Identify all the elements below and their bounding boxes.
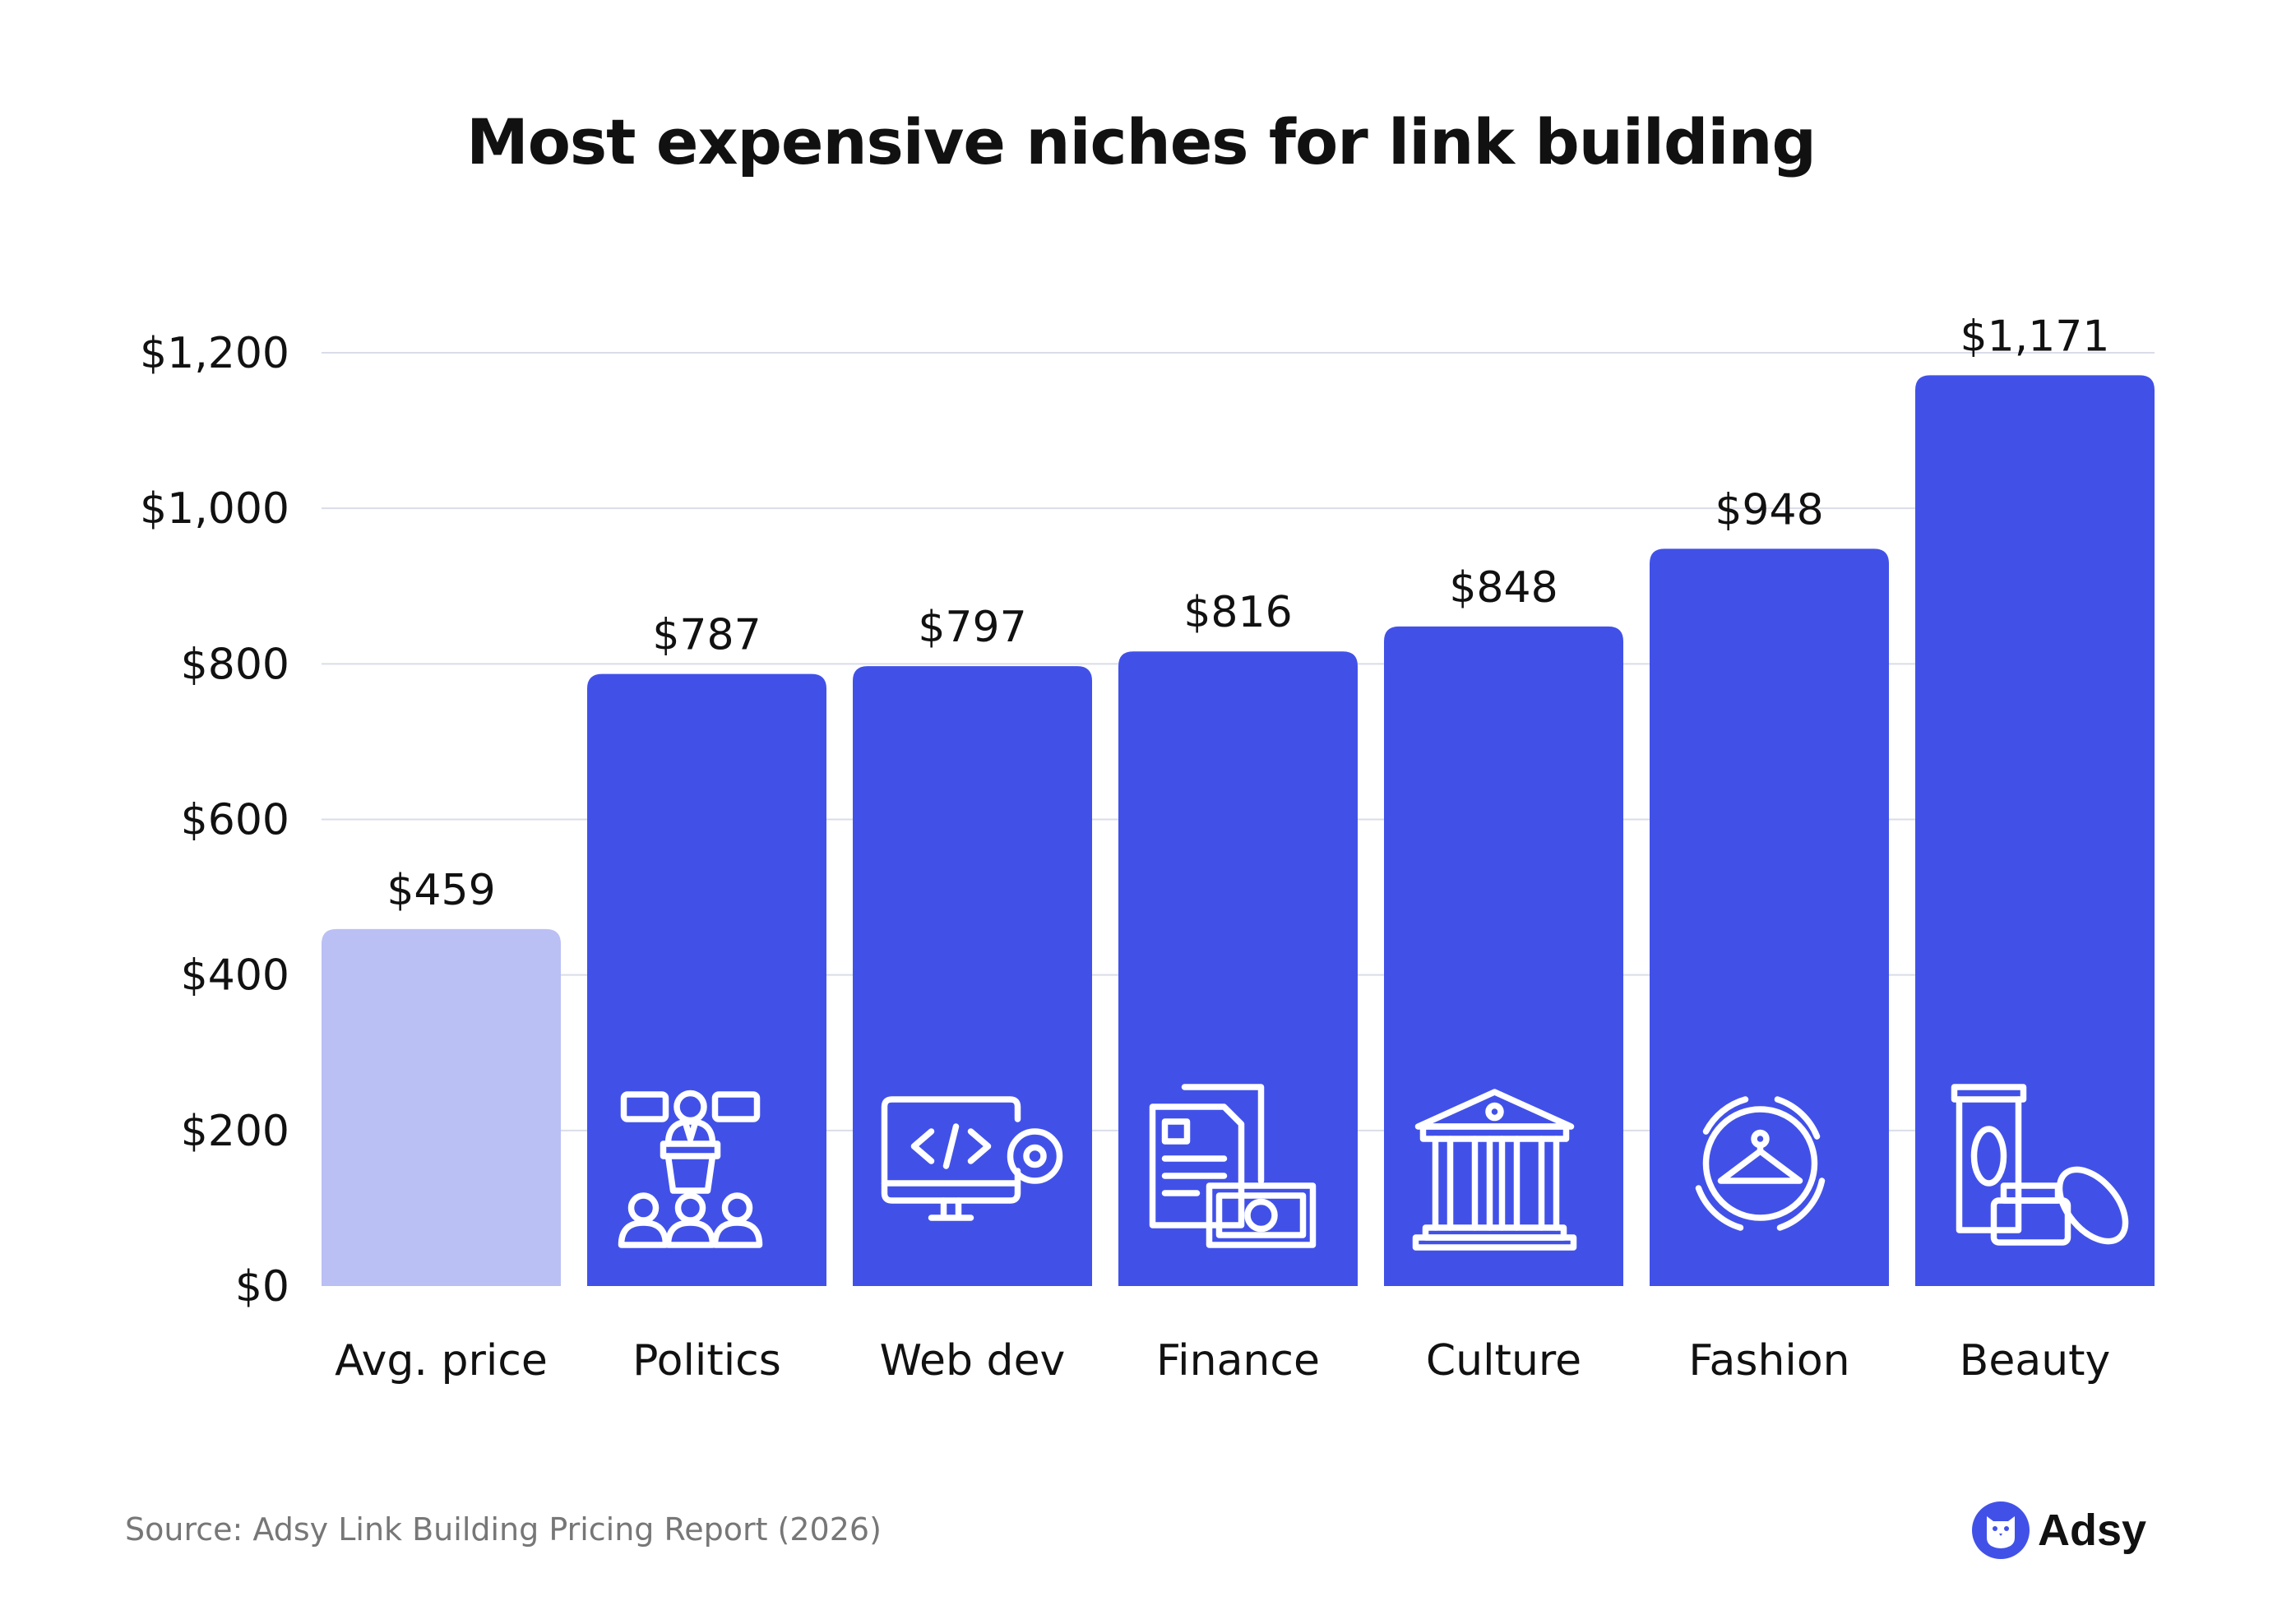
source-note: Source: Adsy Link Building Pricing Repor… [125, 1511, 882, 1548]
data-label: $848 [1449, 563, 1558, 613]
data-label: $1,171 [1960, 312, 2110, 361]
data-label: $948 [1715, 485, 1823, 534]
y-tick-label: $1,000 [140, 484, 289, 534]
hanger-cycle-icon [1695, 1096, 1826, 1231]
category-label: Culture [1426, 1336, 1581, 1386]
data-label: $459 [387, 866, 495, 915]
bar-politics [587, 673, 826, 1286]
bar-fashion [1650, 548, 1889, 1286]
bar-beauty [1915, 375, 2155, 1286]
cosmetics-icon [1951, 1084, 2129, 1246]
bar-finance [1118, 651, 1358, 1286]
y-tick-label: $800 [181, 640, 289, 689]
y-tick-label: $400 [181, 951, 289, 1001]
category-label: Web dev [880, 1336, 1066, 1386]
y-tick-label: $200 [181, 1107, 289, 1156]
speaker-podium-icon [618, 1090, 763, 1248]
y-tick-label: $1,200 [140, 329, 289, 378]
museum-building-icon [1412, 1089, 1577, 1251]
data-label: $797 [918, 603, 1026, 652]
y-tick-label: $0 [235, 1262, 289, 1312]
category-label: Fashion [1688, 1336, 1849, 1386]
category-label: Politics [632, 1336, 781, 1386]
brand-name: Adsy [2038, 1506, 2147, 1555]
documents-money-icon [1149, 1084, 1317, 1248]
chart-title: Most expensive niches for link building [466, 105, 1817, 178]
data-label: $816 [1183, 588, 1292, 637]
category-label: Finance [1156, 1336, 1320, 1386]
category-label: Beauty [1960, 1336, 2111, 1386]
category-label: Avg. price [335, 1336, 548, 1386]
code-monitor-gear-icon [881, 1096, 1063, 1221]
data-label: $787 [652, 611, 761, 660]
y-tick-label: $600 [181, 796, 289, 845]
owl-logo-icon [1972, 1501, 2030, 1559]
bar-web-dev [853, 666, 1092, 1286]
bar-avg-price [322, 928, 561, 1286]
adsy-logo: Adsy [1972, 1501, 2146, 1559]
